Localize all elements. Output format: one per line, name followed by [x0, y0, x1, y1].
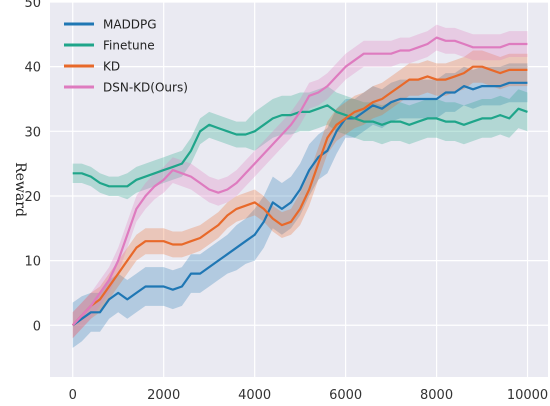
legend-label-2: KD	[103, 60, 120, 74]
line-series-0	[72, 81, 528, 327]
band-series-0	[72, 63, 528, 348]
line-series-2	[71, 65, 528, 327]
legend-label-0: MADDPG	[103, 18, 157, 32]
y-tick-label-40: 40	[24, 61, 41, 76]
x-tick-label-10000: 10000	[507, 388, 548, 403]
x-tick-label-0: 0	[69, 388, 77, 403]
y-axis-ticks: 0 10 20 30 40 50	[24, 0, 41, 334]
band-series-3	[72, 24, 528, 339]
y-axis-label: Reward	[12, 162, 28, 217]
series-lines	[71, 36, 528, 327]
x-tick-label-6000: 6000	[329, 388, 362, 403]
y-tick-label-0: 0	[33, 319, 41, 334]
x-tick-label-4000: 4000	[238, 388, 271, 403]
band-series-2	[72, 50, 528, 339]
legend-label-3: DSN-KD(Ours)	[103, 81, 188, 95]
y-tick-label-10: 10	[24, 255, 41, 270]
x-axis-ticks: 0 2000 4000 6000 8000 10000	[69, 388, 549, 403]
confidence-bands	[72, 24, 528, 348]
grid-lines	[50, 1, 548, 377]
y-tick-label-20: 20	[24, 190, 41, 205]
line-series-3	[71, 36, 528, 327]
y-tick-label-50: 50	[24, 0, 41, 11]
x-tick-label-8000: 8000	[420, 388, 453, 403]
y-tick-label-30: 30	[24, 125, 41, 140]
x-tick-label-2000: 2000	[147, 388, 180, 403]
legend: MADDPG Finetune KD DSN-KD(Ours)	[64, 18, 188, 95]
band-series-1	[72, 86, 528, 200]
legend-label-1: Finetune	[103, 39, 155, 53]
